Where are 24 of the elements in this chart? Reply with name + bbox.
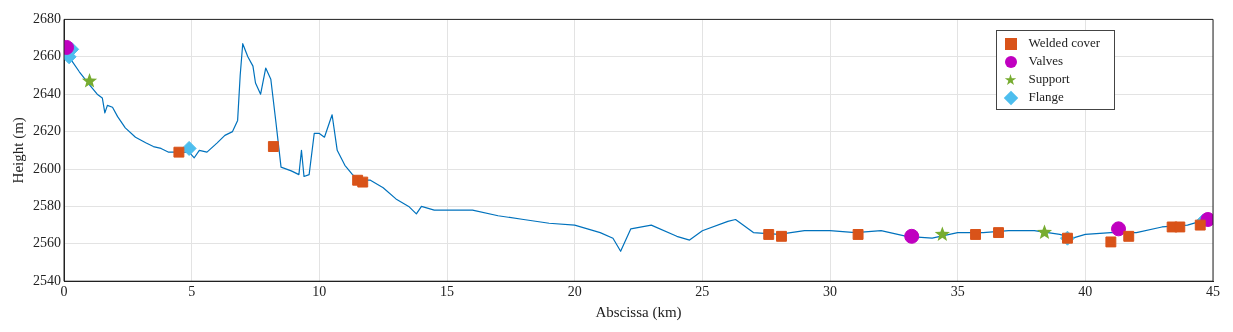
x-tick-label: 5 [188, 284, 196, 300]
x-tick-label: 45 [1206, 284, 1220, 300]
y-tick-label: 2660 [33, 48, 61, 64]
x-axis-title: Abscissa (km) [595, 303, 682, 321]
legend-label: Valves [1028, 53, 1064, 68]
x-tick-label: 35 [950, 284, 965, 300]
x-tick-label: 10 [312, 284, 327, 300]
x-tick-label: 40 [1078, 284, 1093, 300]
y-axis-title: Height (m) [9, 117, 27, 184]
x-tick-label: 25 [695, 284, 710, 300]
y-tick-label: 2600 [33, 160, 61, 176]
y-tick-label: 2680 [33, 11, 61, 27]
y-tick-label: 2640 [33, 85, 61, 101]
y-tick-label: 2580 [33, 198, 61, 214]
x-tick-label: 0 [60, 284, 68, 300]
y-tick-label: 2560 [33, 235, 61, 251]
y-tick-label: 2540 [33, 272, 61, 288]
x-tick-label: 15 [440, 284, 454, 300]
legend-label: Flange [1028, 89, 1064, 104]
x-tick-label: 30 [823, 284, 837, 300]
x-tick-label: 20 [567, 284, 582, 300]
legend-label: Support [1028, 71, 1070, 86]
legend-label: Welded cover [1028, 35, 1100, 50]
y-tick-label: 2620 [33, 123, 61, 139]
